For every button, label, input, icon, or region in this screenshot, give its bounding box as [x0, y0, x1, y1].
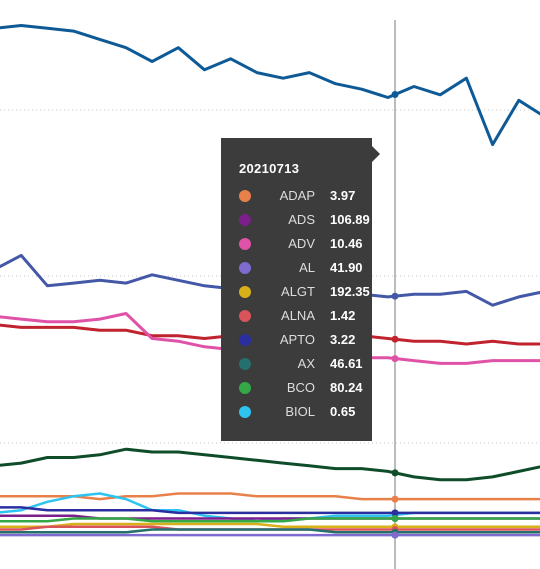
tooltip-series-name: ALNA: [281, 308, 315, 323]
hover-point-marker: [391, 531, 399, 539]
series-line: [0, 506, 540, 515]
tooltip-series-name: ADV: [288, 236, 315, 251]
tooltip-series-name: ADS: [288, 212, 315, 227]
series-line: [0, 24, 540, 147]
tooltip-arrow: [372, 146, 380, 162]
hover-point-marker: [391, 495, 399, 503]
tooltip-series-value: 46.61: [330, 356, 363, 371]
tooltip-row: ADV 10.46: [239, 232, 372, 256]
tooltip-series-name: ADAP: [279, 188, 315, 203]
tooltip-date: 20210713: [239, 161, 300, 176]
legend-dot-icon: [239, 334, 251, 346]
tooltip-series-value: 10.46: [330, 236, 363, 251]
legend-dot-icon: [239, 310, 251, 322]
hover-point-marker: [391, 292, 399, 300]
tooltip-row: ALGT 192.35: [239, 280, 372, 304]
tooltip-series-value: 1.42: [330, 308, 356, 323]
tooltip: 20210713 ADAP 3.97 ADS 106.89 ADV 10.46 AL 41.9…: [221, 138, 372, 441]
hover-point-marker: [391, 509, 399, 517]
tooltip-row: AL 41.90: [239, 256, 372, 280]
tooltip-series-name: BIOL: [285, 404, 315, 419]
hover-point-marker: [391, 355, 399, 363]
series-line: [0, 447, 540, 482]
legend-dot-icon: [239, 406, 251, 418]
series-line: [0, 528, 540, 534]
legend-dot-icon: [239, 214, 251, 226]
legend-dot-icon: [239, 382, 251, 394]
tooltip-series-value: 3.22: [330, 332, 356, 347]
hover-point-marker: [391, 335, 399, 343]
tooltip-series-value: 0.65: [330, 404, 356, 419]
tooltip-series-name: BCO: [286, 380, 315, 395]
tooltip-series-name: AX: [297, 356, 315, 371]
legend-dot-icon: [239, 238, 251, 250]
hover-point-marker: [391, 515, 399, 522]
tooltip-row: AX 46.61: [239, 352, 372, 376]
tooltip-row: BCO 80.24: [239, 376, 372, 400]
series-line: [0, 492, 540, 501]
series-line: [0, 517, 540, 523]
hover-point-marker: [391, 91, 399, 98]
tooltip-series-value: 192.35: [330, 284, 370, 299]
tooltip-row: ALNA 1.42: [239, 304, 372, 328]
hover-point-marker: [391, 469, 399, 477]
tooltip-row: APTO 3.22: [239, 328, 372, 352]
tooltip-series-name: AL: [299, 260, 315, 275]
tooltip-row: ADS 106.89: [239, 208, 372, 232]
legend-dot-icon: [239, 358, 251, 370]
tooltip-series-value: 41.90: [330, 260, 363, 275]
tooltip-series-value: 3.97: [330, 188, 356, 203]
tooltip-series-value: 106.89: [330, 212, 370, 227]
legend-dot-icon: [239, 190, 251, 202]
tooltip-series-value: 80.24: [330, 380, 363, 395]
tooltip-series-name: ALGT: [281, 284, 315, 299]
tooltip-series-name: APTO: [279, 332, 315, 347]
tooltip-row: BIOL 0.65: [239, 400, 372, 424]
tooltip-row: ADAP 3.97: [239, 184, 372, 208]
legend-dot-icon: [239, 262, 251, 274]
legend-dot-icon: [239, 286, 251, 298]
series-line: [0, 522, 540, 529]
